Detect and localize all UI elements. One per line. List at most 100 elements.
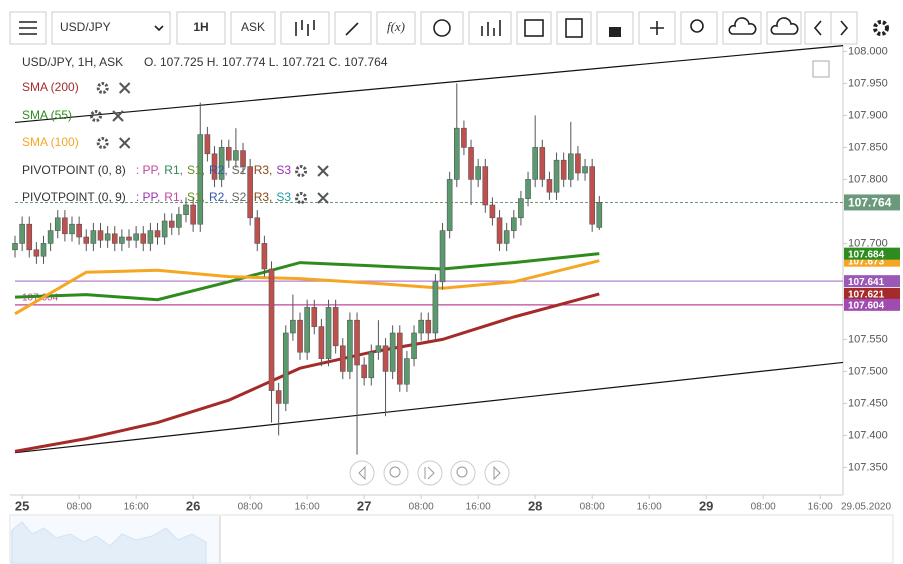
zoom-out[interactable] (383, 460, 409, 486)
candle-body (83, 236, 90, 244)
close-button[interactable] (112, 110, 124, 122)
close-button[interactable] (118, 82, 131, 94)
pivot-item: S3 (276, 190, 291, 204)
date-label: 29.05.2020 (841, 502, 891, 513)
candle-body (339, 345, 346, 372)
candle-body (489, 204, 496, 219)
pivot-item: S1, (187, 190, 205, 204)
pivot-item: S3 (276, 163, 291, 177)
chart-type-button[interactable] (280, 11, 330, 45)
navigator (9, 514, 894, 564)
sma-line (14, 252, 600, 302)
candle-body (468, 147, 474, 180)
settings-button[interactable] (873, 20, 889, 36)
y-tick-label: 107.400 (848, 429, 888, 441)
y-tick-label: 107.500 (848, 365, 888, 377)
sma-line (14, 292, 600, 453)
candle-body (411, 332, 417, 359)
y-tick-label: 107.550 (848, 333, 888, 345)
candles-icon (295, 20, 315, 36)
candle-body (539, 147, 546, 180)
gear-button[interactable] (90, 110, 103, 122)
candle-body (147, 230, 154, 244)
x-tick-label: 26 (186, 498, 200, 513)
y-tick-label: 107.450 (848, 397, 888, 409)
candle-body (90, 230, 97, 244)
pivot-item: S2, (232, 163, 250, 177)
next-button[interactable] (830, 11, 858, 45)
scroll-right[interactable] (484, 460, 510, 486)
candle-body (211, 153, 218, 180)
template-button[interactable] (556, 11, 592, 45)
trend-line (14, 361, 844, 454)
pen-icon (345, 22, 359, 36)
indicators-button[interactable] (468, 11, 512, 45)
y-tick-label: 107.350 (848, 461, 888, 473)
candle-body (168, 220, 175, 228)
calendar-button[interactable] (516, 11, 552, 45)
pivot-item: R3, (254, 163, 273, 177)
candle-body (475, 166, 481, 180)
candle-body (432, 281, 439, 334)
prev-button[interactable] (804, 11, 832, 45)
info-button[interactable] (420, 11, 464, 45)
candle-body (62, 217, 68, 235)
template-icon (565, 18, 583, 38)
legend-ohlc: O. 107.725 H. 107.774 L. 107.721 C. 107.… (144, 55, 388, 69)
scroll-left[interactable] (349, 460, 375, 486)
info-icon (433, 19, 451, 37)
candle-body (546, 179, 553, 193)
gear-button[interactable] (96, 137, 109, 149)
candle-body (47, 230, 54, 244)
fx-button[interactable] (376, 11, 416, 45)
candle-body (404, 358, 410, 385)
candle-body (325, 307, 332, 359)
icon (493, 465, 501, 481)
x-tick-label: 08:00 (580, 502, 605, 513)
zoom-button[interactable] (680, 11, 718, 45)
y-tick-label: 107.950 (848, 77, 888, 89)
prev-icon (813, 20, 822, 36)
x-tick-label: 25 (15, 498, 29, 513)
candle-body (425, 319, 432, 334)
candle-body (19, 223, 25, 244)
x-tick-label: 16:00 (466, 502, 491, 513)
x-tick-label: 16:00 (637, 502, 662, 513)
gear-button[interactable] (96, 82, 109, 94)
y-tick-label: 107.850 (848, 141, 888, 153)
candle-body (190, 204, 196, 225)
bars-icon (481, 20, 501, 36)
close-button[interactable] (118, 137, 131, 149)
menu-icon (19, 21, 37, 35)
candle-body (40, 243, 47, 257)
close-button[interactable] (317, 192, 329, 204)
candle-body (496, 217, 503, 244)
icon (358, 465, 366, 481)
candle-body (176, 214, 182, 228)
candle-body (126, 236, 132, 241)
indicator-name: PIVOTPOINT (0, 9) (22, 190, 126, 204)
gear-button[interactable] (295, 165, 308, 177)
close-button[interactable] (317, 165, 329, 177)
reset[interactable] (417, 460, 443, 486)
candle-body (553, 159, 560, 193)
x-tick-label: 08:00 (751, 502, 776, 513)
candle-body (304, 307, 310, 353)
price-tag-label: 107.684 (848, 249, 885, 260)
zoom-in[interactable] (450, 460, 476, 486)
candle-body (275, 390, 282, 404)
candle-body (482, 166, 489, 206)
gear-button[interactable] (295, 192, 308, 204)
candle-body (218, 147, 225, 180)
next-icon (840, 20, 849, 36)
candle-body (510, 217, 517, 231)
navigator-window[interactable] (12, 516, 220, 563)
candle-body (104, 233, 111, 241)
candle-body (582, 166, 588, 174)
candle-body (575, 153, 581, 174)
side-select[interactable] (230, 11, 276, 45)
interval-select[interactable] (176, 11, 226, 45)
symbol-select[interactable] (51, 11, 171, 45)
popout-button[interactable] (812, 60, 830, 78)
